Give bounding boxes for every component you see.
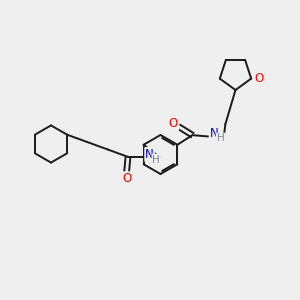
Text: O: O (169, 117, 178, 130)
Text: H: H (152, 154, 160, 165)
Text: N: N (145, 148, 154, 161)
Text: H: H (217, 134, 224, 143)
Text: O: O (254, 72, 263, 85)
Text: O: O (122, 172, 131, 185)
Text: N: N (210, 128, 218, 140)
